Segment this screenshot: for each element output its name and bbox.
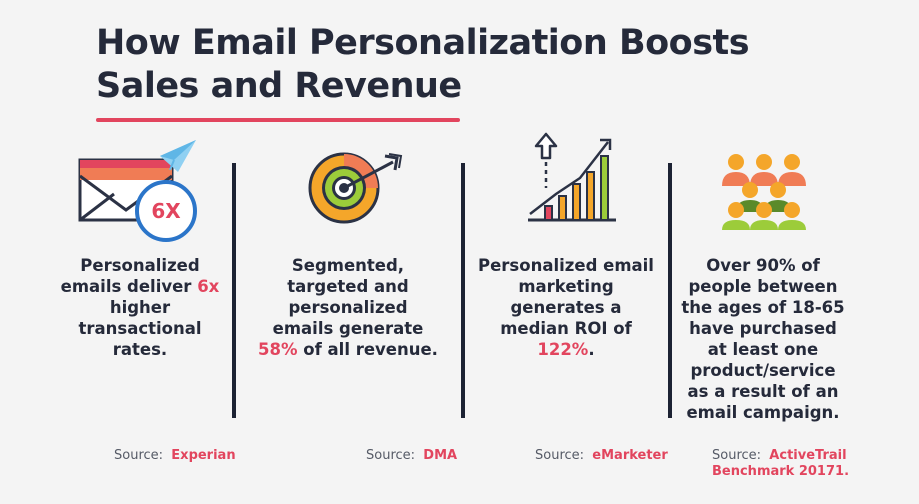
column-divider (461, 163, 465, 418)
title-line-2: Sales and Revenue (96, 66, 462, 106)
source-3: Source: eMarketer (535, 448, 668, 464)
people-group-icon (722, 154, 806, 230)
stat-highlight: 122% (537, 340, 589, 359)
source-name: DMA (423, 448, 458, 463)
stat-highlight: 58% (258, 340, 298, 359)
source-label: Source: (114, 448, 164, 463)
growth-bar-chart-icon (528, 132, 616, 222)
source-label: Source: (535, 448, 585, 463)
source-4: Source: ActiveTrail Benchmark 20171. (712, 448, 882, 480)
target-arrow-icon (308, 152, 403, 224)
column-divider (232, 163, 236, 418)
source-name: ActiveTrail Benchmark 20171. (712, 448, 850, 479)
title-underline (96, 118, 460, 122)
source-label: Source: (366, 448, 416, 463)
source-2: Source: DMA (366, 448, 457, 464)
stat-highlight: 6x (197, 277, 220, 296)
source-1: Source: Experian (114, 448, 236, 464)
page-title: How Email Personalization Boosts Sales a… (96, 22, 776, 108)
title-line-1: How Email Personalization Boosts (96, 23, 750, 63)
column-divider (668, 163, 672, 418)
source-name: eMarketer (592, 448, 668, 463)
envelope-paper-plane-icon: 6X (78, 140, 197, 242)
stat-text-2: Segmented, targeted and personalized ema… (258, 256, 438, 359)
stat-text-1: Personalized emails deliver 6x higher tr… (60, 256, 220, 359)
source-name: Experian (171, 448, 236, 463)
stat-text-4: Over 90% of people between the ages of 1… (681, 256, 845, 422)
stat-text-3: Personalized email marketing generates a… (478, 256, 654, 359)
badge-6x: 6X (151, 199, 181, 223)
source-label: Source: (712, 448, 762, 463)
